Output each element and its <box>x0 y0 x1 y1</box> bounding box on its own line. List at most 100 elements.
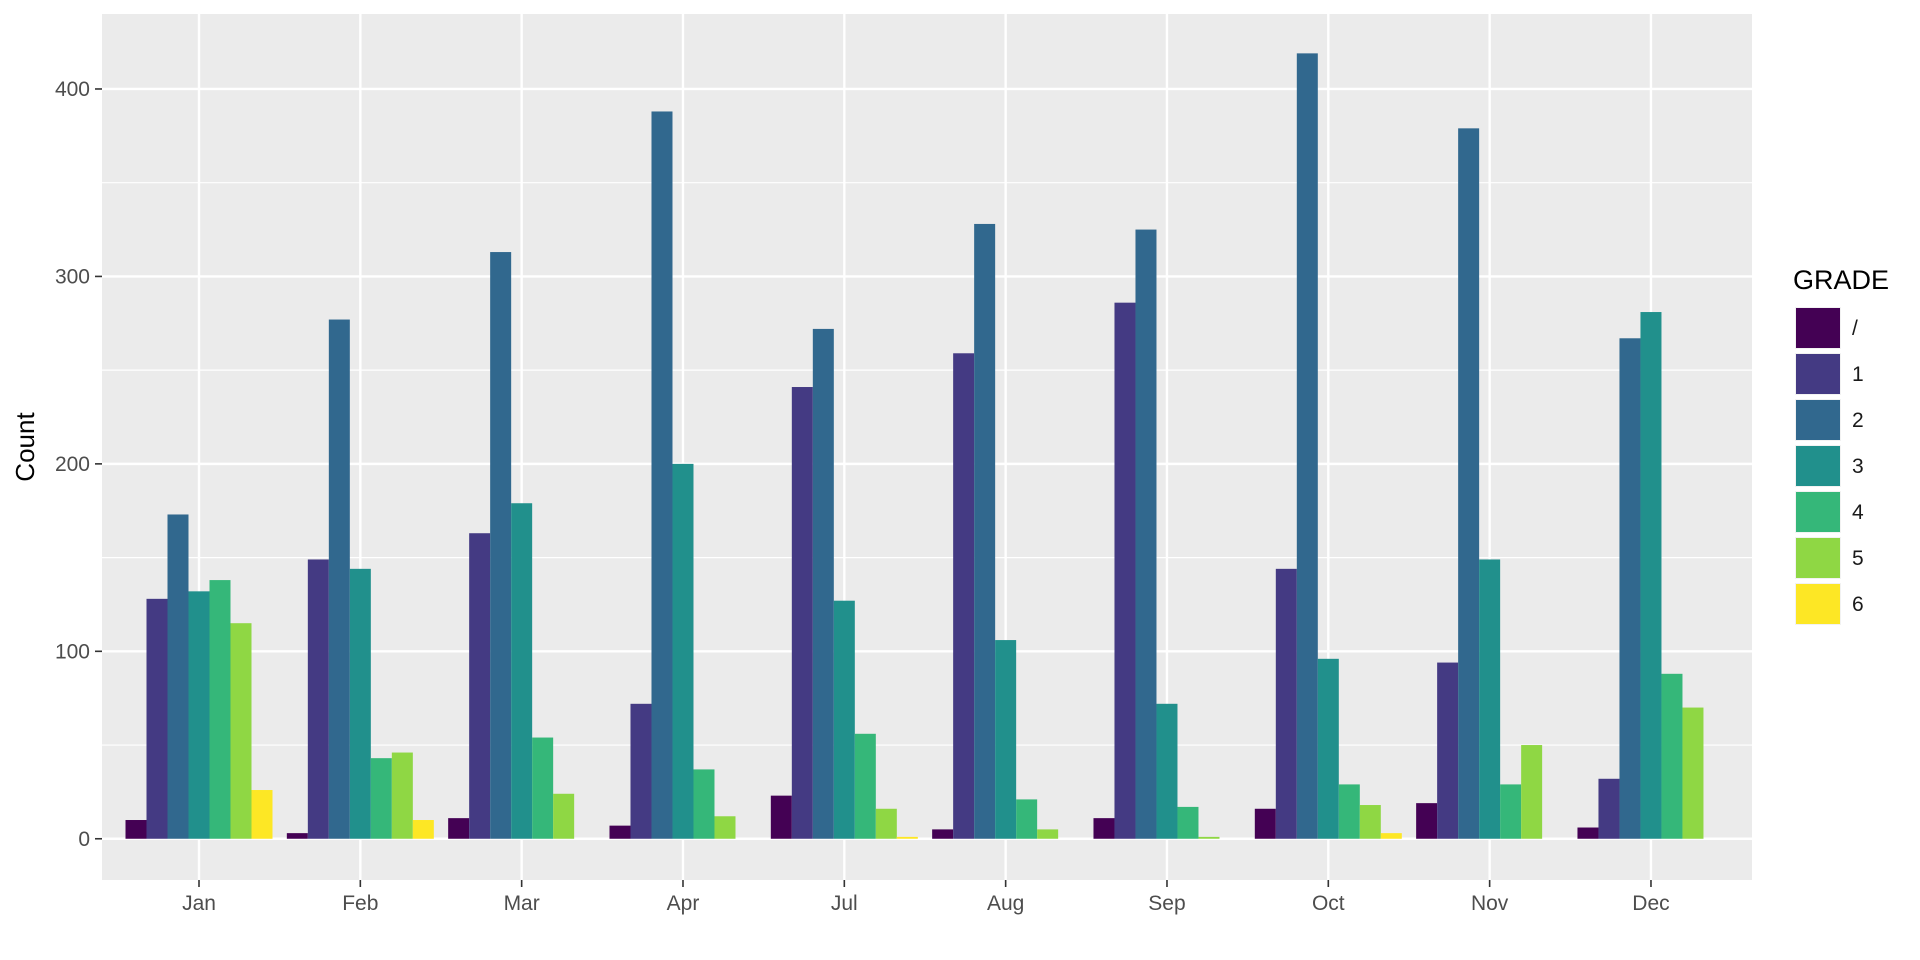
bar-jul-grade-3 <box>833 600 855 839</box>
bar-nov-grade-slash <box>1416 803 1438 839</box>
bar-aug-grade-5 <box>1037 829 1059 839</box>
legend-swatch-5 <box>1796 538 1840 578</box>
legend-swatch-6 <box>1796 584 1840 624</box>
bar-sep-grade-3 <box>1156 703 1178 839</box>
x-tick-label-apr: Apr <box>667 892 700 915</box>
bar-oct-grade-5 <box>1359 805 1381 839</box>
bar-mar-grade-2 <box>490 252 512 839</box>
x-tick-label-nov: Nov <box>1471 892 1509 915</box>
bar-sep-grade-2 <box>1135 229 1157 839</box>
bar-feb-grade-5 <box>391 752 413 839</box>
x-tick-label-feb: Feb <box>342 892 378 915</box>
bar-jan-grade-5 <box>230 623 252 839</box>
bar-mar-grade-3 <box>511 503 533 839</box>
bar-aug-grade-4 <box>1016 799 1038 839</box>
bar-oct-grade-slash <box>1254 808 1276 839</box>
bar-mar-grade-5 <box>553 793 575 839</box>
legend-label-slash: / <box>1852 317 1858 340</box>
legend-label-2: 2 <box>1852 409 1864 432</box>
bar-sep-grade-5 <box>1198 836 1220 839</box>
legend: GRADE / 1 2 3 4 5 6 <box>1793 265 1889 625</box>
x-axis: Jan Feb Mar Apr Jul Aug Sep Oct Nov Dec <box>182 880 1670 915</box>
bar-jan-grade-2 <box>167 514 189 839</box>
bar-nov-grade-3 <box>1479 559 1501 839</box>
bar-mar-grade-1 <box>469 533 491 839</box>
bar-aug-grade-2 <box>974 223 996 839</box>
x-tick-label-oct: Oct <box>1312 892 1345 915</box>
bar-oct-grade-1 <box>1275 568 1297 839</box>
bar-feb-grade-slash <box>286 833 308 839</box>
x-tick-label-jan: Jan <box>182 892 216 915</box>
legend-label-1: 1 <box>1852 363 1864 386</box>
bar-mar-grade-slash <box>448 818 470 839</box>
bar-apr-grade-slash <box>609 825 631 839</box>
bar-dec-grade-4 <box>1661 673 1683 839</box>
bar-aug-grade-slash <box>932 829 954 839</box>
bar-apr-grade-5 <box>714 816 736 839</box>
y-tick-label: 300 <box>55 265 90 288</box>
y-axis-title: Count <box>10 412 40 482</box>
bar-jan-grade-slash <box>125 820 147 839</box>
bar-aug-grade-3 <box>995 640 1017 839</box>
bar-oct-grade-2 <box>1296 53 1318 839</box>
bar-feb-grade-2 <box>328 319 350 839</box>
x-tick-label-dec: Dec <box>1632 892 1669 915</box>
y-tick-label: 400 <box>55 78 90 101</box>
bar-nov-grade-2 <box>1458 128 1480 839</box>
bar-oct-grade-4 <box>1338 784 1360 839</box>
legend-label-5: 5 <box>1852 547 1864 570</box>
bar-dec-grade-5 <box>1682 707 1704 839</box>
legend-label-6: 6 <box>1852 593 1864 616</box>
legend-swatch-2 <box>1796 400 1840 440</box>
bar-feb-grade-3 <box>349 568 371 839</box>
legend-label-4: 4 <box>1852 501 1864 524</box>
bar-jul-grade-1 <box>791 387 813 839</box>
x-tick-label-sep: Sep <box>1148 892 1185 915</box>
y-axis: 0 100 200 300 400 <box>55 78 102 851</box>
bar-oct-grade-6 <box>1380 833 1402 839</box>
legend-label-3: 3 <box>1852 455 1864 478</box>
bar-dec-grade-slash <box>1577 827 1599 839</box>
bar-feb-grade-1 <box>307 559 329 839</box>
bar-feb-grade-4 <box>370 758 392 839</box>
bar-jul-grade-slash <box>770 795 792 839</box>
y-tick-label: 100 <box>55 640 90 663</box>
bar-nov-grade-1 <box>1437 662 1459 839</box>
x-tick-label-mar: Mar <box>504 892 540 915</box>
bar-apr-grade-4 <box>693 769 715 839</box>
legend-swatch-4 <box>1796 492 1840 532</box>
bar-jan-grade-3 <box>188 591 210 839</box>
bar-jan-grade-4 <box>209 580 231 839</box>
bar-sep-grade-4 <box>1177 806 1199 839</box>
bar-sep-grade-1 <box>1114 302 1136 839</box>
bar-jul-grade-6 <box>896 836 918 839</box>
bar-aug-grade-1 <box>953 353 975 839</box>
bar-nov-grade-4 <box>1500 784 1522 839</box>
legend-title: GRADE <box>1793 265 1889 295</box>
bar-feb-grade-6 <box>412 820 434 839</box>
bar-nov-grade-5 <box>1521 745 1543 839</box>
legend-swatch-1 <box>1796 354 1840 394</box>
y-tick-label: 0 <box>78 828 90 851</box>
bar-apr-grade-3 <box>672 463 694 839</box>
bar-dec-grade-3 <box>1640 312 1662 839</box>
bar-jan-grade-1 <box>146 598 168 839</box>
bar-dec-grade-1 <box>1598 778 1620 839</box>
legend-swatch-slash <box>1796 308 1840 348</box>
bars-layer <box>125 53 1704 839</box>
bar-jan-grade-6 <box>251 790 273 839</box>
y-tick-label: 200 <box>55 453 90 476</box>
bar-sep-grade-slash <box>1093 818 1115 839</box>
bar-jul-grade-2 <box>812 328 834 839</box>
bar-dec-grade-2 <box>1619 338 1641 839</box>
x-tick-label-jul: Jul <box>831 892 858 915</box>
bar-oct-grade-3 <box>1317 658 1339 839</box>
bar-apr-grade-2 <box>651 111 673 839</box>
bar-mar-grade-4 <box>532 737 554 839</box>
bar-apr-grade-1 <box>630 703 652 839</box>
bar-jul-grade-5 <box>875 808 897 839</box>
legend-swatch-3 <box>1796 446 1840 486</box>
bar-jul-grade-4 <box>854 733 876 839</box>
x-tick-label-aug: Aug <box>987 892 1024 915</box>
